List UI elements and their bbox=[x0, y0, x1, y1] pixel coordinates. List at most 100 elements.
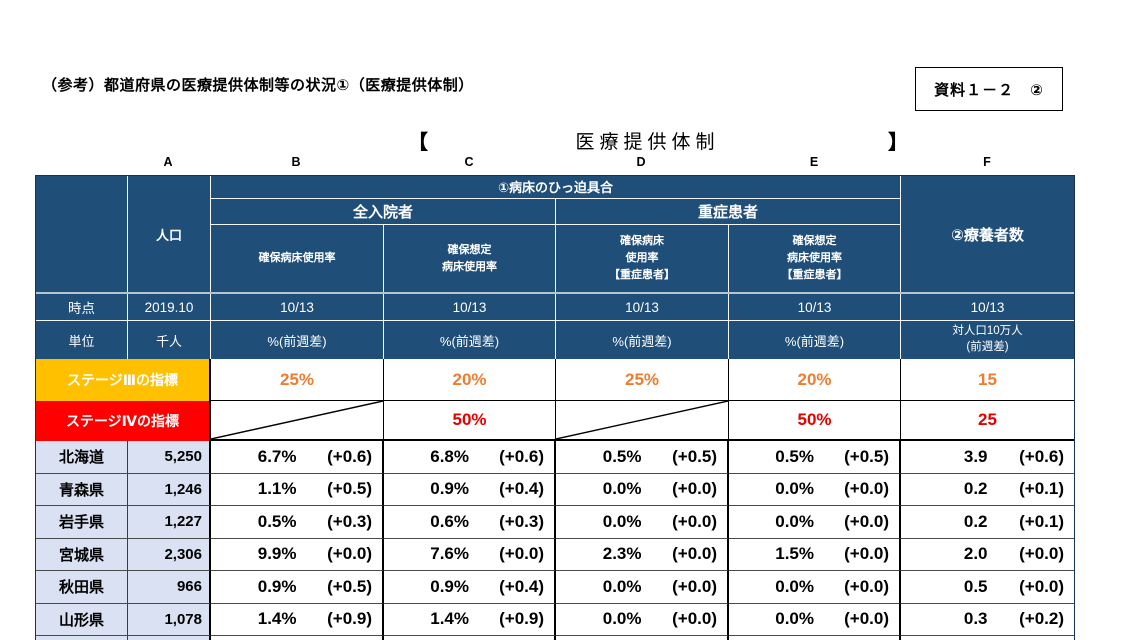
value-cell-d: 0.0% (+0.0) bbox=[556, 506, 729, 539]
value-cell-c: 6.8% (+0.6) bbox=[384, 441, 556, 474]
care-recipients-header: ②療養者数 bbox=[901, 176, 1074, 292]
planned-bed-usage-header: 確保想定 病床使用率 bbox=[384, 225, 556, 292]
timepoint-f: 10/13 bbox=[901, 294, 1074, 321]
value-cell-b: 9.9% (+0.0) bbox=[211, 538, 384, 571]
unit-row: 単位 千人 %(前週差) %(前週差) %(前週差) %(前週差) 対人口10万… bbox=[36, 321, 1074, 359]
secured-bed-usage-header: 確保病床使用率 bbox=[211, 225, 384, 292]
table-row-iwate: 岩手県 1,227 0.5% (+0.3) 0.6% (+0.3) 0.0% (+0.… bbox=[36, 506, 1074, 539]
heading-bracket-open: 【 bbox=[408, 132, 428, 154]
timepoint-b: 10/13 bbox=[211, 294, 384, 321]
unit-b: %(前週差) bbox=[211, 321, 384, 359]
value-cell-d: 0.0% (+0.0) bbox=[556, 473, 729, 506]
diagonal-line bbox=[556, 401, 728, 439]
pref-name-cell: 青森県 bbox=[36, 473, 128, 506]
timepoint-d: 10/13 bbox=[556, 294, 729, 321]
bed-pressure-header-group: ①病床のひっ迫具合 全入院者 重症患者 確保病床使用率 確保想定 病床使用率 確… bbox=[211, 176, 901, 292]
pref-name-cell: 秋田県 bbox=[36, 571, 128, 604]
value-cell-d: 0.0% (+0.0) bbox=[556, 603, 729, 636]
timepoint-e: 10/13 bbox=[729, 294, 901, 321]
planned-bed-usage-severe-header: 確保想定 病床使用率 【重症患者】 bbox=[729, 225, 900, 292]
reference-number-label: 資料１－２ ② bbox=[934, 81, 1044, 99]
column-letter-c: C bbox=[464, 155, 474, 169]
population-cell: 966 bbox=[128, 571, 211, 604]
population-cell: 2,306 bbox=[128, 538, 211, 571]
bed-pressure-group-cell: ①病床のひっ迫具合 bbox=[211, 176, 900, 199]
unit-population: 千人 bbox=[128, 321, 211, 359]
stage3-label: ステージⅢの指標 bbox=[36, 359, 211, 401]
stage4-f: 25 bbox=[901, 401, 1074, 441]
value-cell-c: 0.9% (+0.4) bbox=[384, 473, 556, 506]
value-cell-d bbox=[556, 636, 729, 640]
value-cell-f: 0.3 (+0.2) bbox=[901, 603, 1074, 636]
unit-label: 単位 bbox=[36, 321, 128, 359]
population-cell: 5,250 bbox=[128, 441, 211, 474]
secured-bed-usage-severe-header: 確保病床 使用率 【重症患者】 bbox=[556, 225, 729, 292]
value-cell-d: 0.5% (+0.5) bbox=[556, 441, 729, 474]
value-cell-f: 0.5 (+0.0) bbox=[901, 571, 1074, 604]
column-letter-d: D bbox=[636, 155, 646, 169]
reference-number-box: 資料１－２ ② bbox=[915, 67, 1063, 111]
heading-bracket-close: 】 bbox=[888, 132, 908, 154]
value-cell-b: 1.1% (+0.5) bbox=[211, 473, 384, 506]
value-cell-c: 7.6% (+0.0) bbox=[384, 538, 556, 571]
population-cell: 1,246 bbox=[128, 473, 211, 506]
stage4-e: 50% bbox=[729, 401, 901, 441]
unit-c: %(前週差) bbox=[384, 321, 556, 359]
population-cell: 1,078 bbox=[128, 603, 211, 636]
value-cell-c: 0.6% (+0.3) bbox=[384, 506, 556, 539]
value-cell-f: 2.0 (+0.0) bbox=[901, 538, 1074, 571]
stage4-d-not-applicable bbox=[556, 401, 729, 441]
table-row-miyagi: 宮城県 2,306 9.9% (+0.0) 7.6% (+0.0) 2.3% (+0.… bbox=[36, 538, 1074, 571]
timepoint-row: 時点 2019.10 10/13 10/13 10/13 10/13 10/13 bbox=[36, 294, 1074, 321]
stage3-e: 20% bbox=[729, 359, 901, 401]
population-cell: 1,227 bbox=[128, 506, 211, 539]
value-cell-c: 0.9% (+0.4) bbox=[384, 571, 556, 604]
value-cell-d: 0.0% (+0.0) bbox=[556, 571, 729, 604]
value-cell-e: 0.0% (+0.0) bbox=[729, 473, 901, 506]
value-cell-c bbox=[384, 636, 556, 640]
column-letter-b: B bbox=[291, 155, 301, 169]
stage3-indicator-row: ステージⅢの指標 25% 20% 25% 20% 15 bbox=[36, 359, 1074, 401]
table-row-hokkaido: 北海道 5,250 6.7% (+0.6) 6.8% (+0.6) 0.5% (+0.… bbox=[36, 441, 1074, 474]
page-title: （参考）都道府県の医療提供体制等の状況①（医療提供体制） bbox=[42, 77, 474, 94]
value-cell-e: 0.0% (+0.0) bbox=[729, 603, 901, 636]
severe-patients-group-cell: 重症患者 bbox=[556, 198, 900, 226]
diagonal-line bbox=[211, 401, 383, 439]
corner-cell bbox=[36, 176, 128, 292]
pref-name-cell bbox=[36, 636, 128, 640]
value-cell-b: 0.5% (+0.3) bbox=[211, 506, 384, 539]
value-cell-f: 0.2 (+0.1) bbox=[901, 473, 1074, 506]
stage4-label: ステージⅣの指標 bbox=[36, 401, 211, 441]
stage4-b-not-applicable bbox=[211, 401, 384, 441]
timepoint-label: 時点 bbox=[36, 294, 128, 321]
value-cell-f: 3.9 (+0.6) bbox=[901, 441, 1074, 474]
population-cell bbox=[128, 636, 211, 640]
column-letter-a: A bbox=[163, 155, 173, 169]
value-cell-f bbox=[901, 636, 1074, 640]
unit-d: %(前週差) bbox=[556, 321, 729, 359]
table-row-aomori: 青森県 1,246 1.1% (+0.5) 0.9% (+0.4) 0.0% (+0.… bbox=[36, 473, 1074, 506]
stage3-d: 25% bbox=[556, 359, 729, 401]
stage4-c: 50% bbox=[384, 401, 556, 441]
pref-name-cell: 宮城県 bbox=[36, 538, 128, 571]
value-cell-e: 1.5% (+0.0) bbox=[729, 538, 901, 571]
prefecture-medical-table: 人口 ①病床のひっ迫具合 全入院者 重症患者 確保病床使用率 確保想定 病床使用… bbox=[35, 175, 1075, 640]
value-cell-c: 1.4% (+0.9) bbox=[384, 603, 556, 636]
value-cell-e bbox=[729, 636, 901, 640]
table-header: 人口 ①病床のひっ迫具合 全入院者 重症患者 確保病床使用率 確保想定 病床使用… bbox=[36, 176, 1074, 294]
timepoint-population: 2019.10 bbox=[128, 294, 211, 321]
value-cell-e: 0.5% (+0.5) bbox=[729, 441, 901, 474]
pref-name-cell: 山形県 bbox=[36, 603, 128, 636]
unit-f: 対人口10万人 (前週差) bbox=[901, 321, 1074, 359]
column-letter-f: F bbox=[983, 155, 991, 169]
value-cell-b: 6.7% (+0.6) bbox=[211, 441, 384, 474]
column-letter-e: E bbox=[809, 155, 819, 169]
population-header-cell: 人口 bbox=[128, 176, 211, 292]
stage3-b: 25% bbox=[211, 359, 384, 401]
value-cell-b: 0.9% (+0.5) bbox=[211, 571, 384, 604]
value-cell-d: 2.3% (+0.0) bbox=[556, 538, 729, 571]
pref-name-cell: 北海道 bbox=[36, 441, 128, 474]
unit-e: %(前週差) bbox=[729, 321, 901, 359]
all-inpatients-group-cell: 全入院者 bbox=[211, 198, 556, 226]
stage3-f: 15 bbox=[901, 359, 1074, 401]
